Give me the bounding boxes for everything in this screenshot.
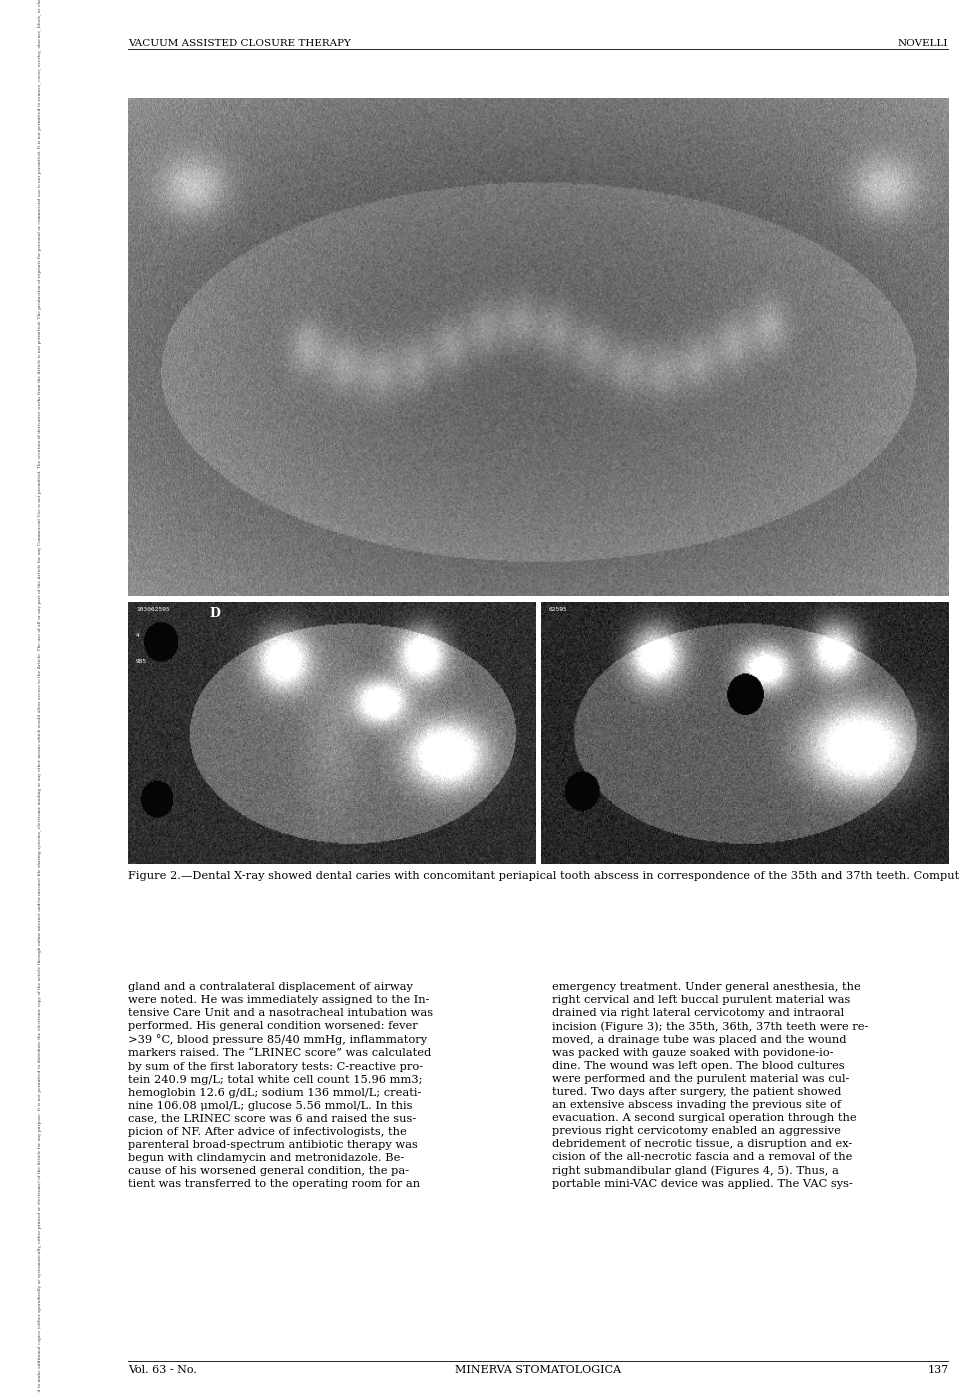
Text: MINERVA STOMATOLOGICA: MINERVA STOMATOLOGICA xyxy=(454,1365,621,1375)
Text: emergency treatment. Under general anesthesia, the
right cervical and left bucca: emergency treatment. Under general anest… xyxy=(551,982,868,1190)
Text: VACUUM ASSISTED CLOSURE THERAPY: VACUUM ASSISTED CLOSURE THERAPY xyxy=(128,39,350,47)
Text: Vol. 63 - No.: Vol. 63 - No. xyxy=(128,1365,197,1375)
Text: gland and a contralateral displacement of airway
were noted. He was immediately : gland and a contralateral displacement o… xyxy=(128,982,433,1188)
Text: Figure 2.—Dental X-ray showed dental caries with concomitant periapical tooth ab: Figure 2.—Dental X-ray showed dental car… xyxy=(128,871,960,880)
Text: 985: 985 xyxy=(135,659,147,664)
Text: D: D xyxy=(209,607,220,620)
Text: 137: 137 xyxy=(927,1365,948,1375)
Text: 103062595: 103062595 xyxy=(135,607,170,612)
Text: 4: 4 xyxy=(135,634,139,638)
Text: 62595: 62595 xyxy=(549,607,568,612)
Text: NOVELLI: NOVELLI xyxy=(898,39,948,47)
Text: This document is protected by international copyright laws. No additional reprod: This document is protected by internatio… xyxy=(38,0,42,1393)
